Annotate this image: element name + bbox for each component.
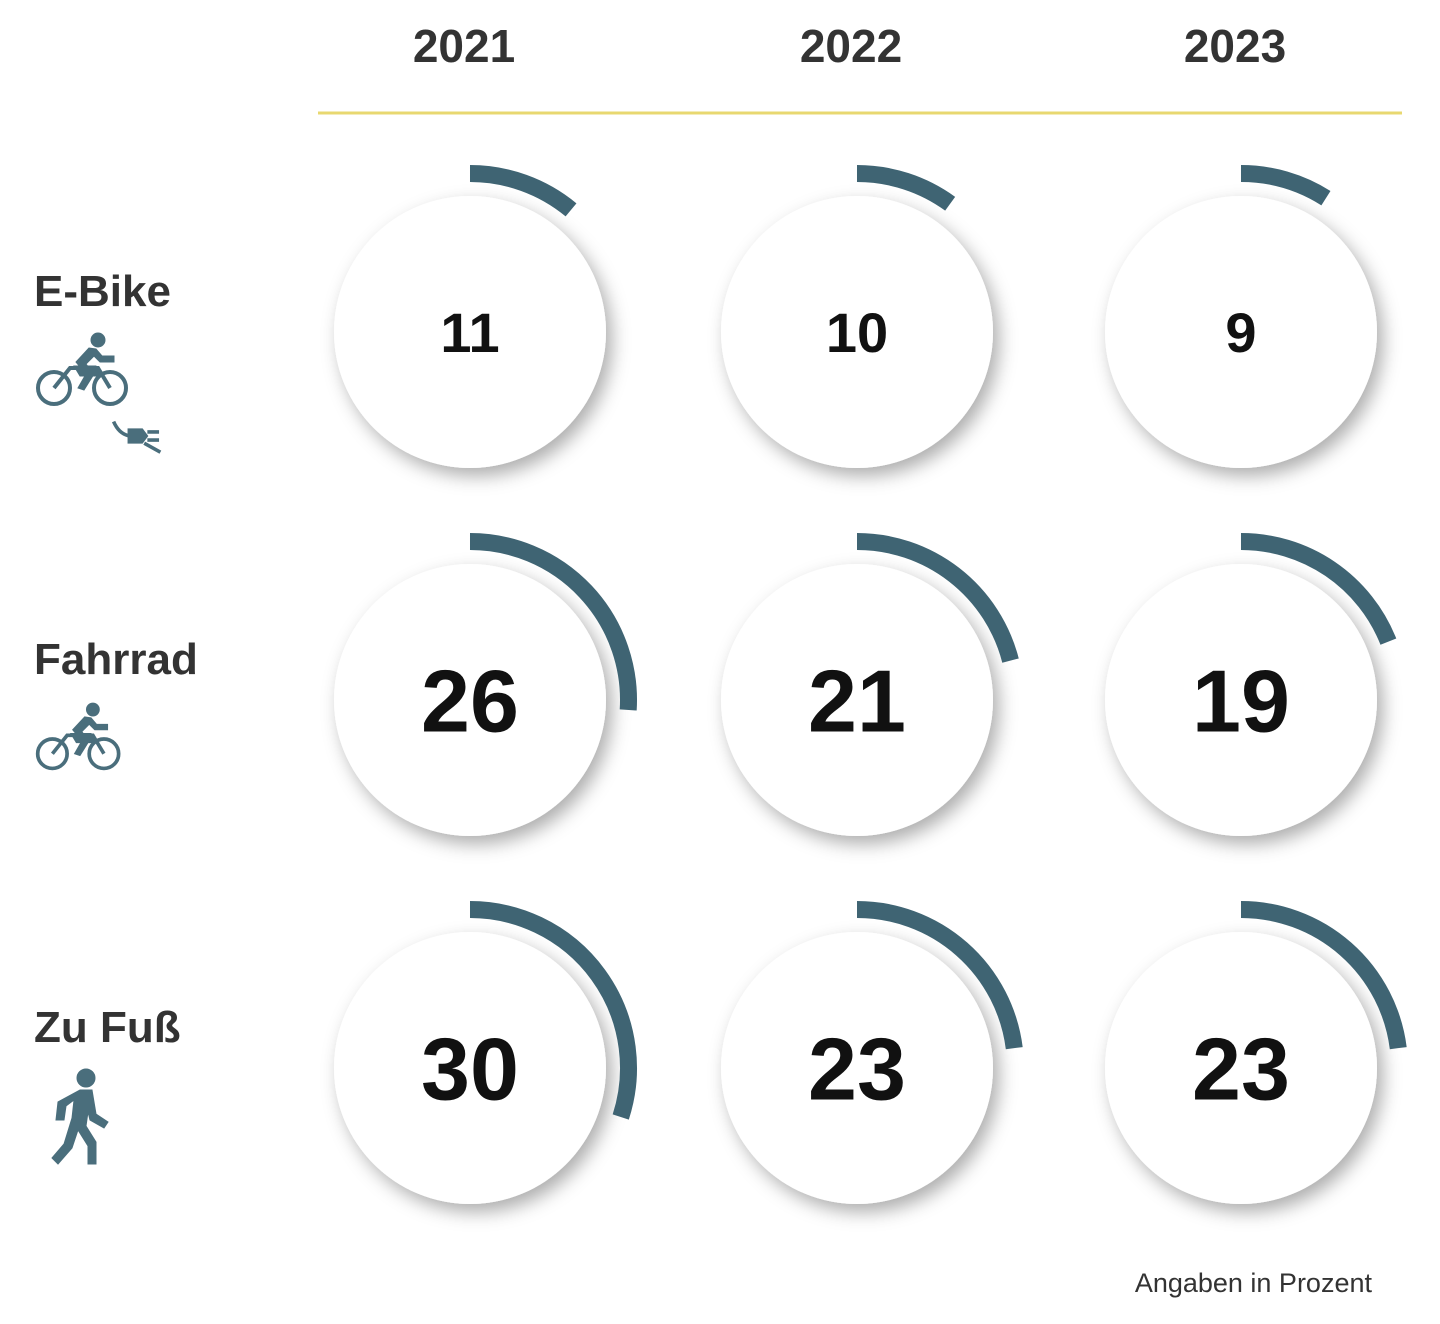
radial-grid: 11 10 9 26 21 19 30 23 23 xyxy=(334,165,1407,1204)
progress-arc xyxy=(856,901,1023,1050)
pedestrian-icon xyxy=(51,1068,109,1165)
progress-circle xyxy=(721,196,993,468)
progress-arc xyxy=(469,165,577,217)
year-label-2021: 2021 xyxy=(413,20,515,72)
value-label: 9 xyxy=(1225,301,1256,364)
category-label: E-Bike xyxy=(34,267,171,316)
progress-arc xyxy=(1240,165,1331,206)
progress-cell: 11 xyxy=(334,165,606,468)
unit-note: Angaben in Prozent xyxy=(1135,1268,1373,1298)
progress-arc xyxy=(469,901,637,1120)
row-labels: E-Bike Fahrrad Zu Fuß xyxy=(34,267,198,1165)
progress-cell: 19 xyxy=(1105,533,1397,836)
value-label: 21 xyxy=(808,652,906,751)
progress-cell: 23 xyxy=(721,901,1023,1204)
value-label: 11 xyxy=(440,301,499,364)
progress-circle xyxy=(1105,564,1377,836)
e-bike-icon xyxy=(36,332,163,454)
progress-arc xyxy=(856,533,1019,663)
value-label: 10 xyxy=(826,301,888,364)
progress-circle xyxy=(334,932,606,1204)
value-label: 23 xyxy=(808,1020,906,1119)
value-label: 30 xyxy=(421,1020,519,1119)
value-label: 23 xyxy=(1192,1020,1290,1119)
progress-circle xyxy=(721,564,993,836)
progress-arc xyxy=(856,165,956,211)
progress-cell: 23 xyxy=(1105,901,1407,1204)
value-label: 26 xyxy=(421,652,519,751)
bicycle-icon xyxy=(35,702,121,771)
progress-circle xyxy=(1105,196,1377,468)
progress-circle xyxy=(721,932,993,1204)
progress-arc xyxy=(1240,533,1397,645)
value-label: 19 xyxy=(1192,652,1290,751)
progress-arc xyxy=(1240,901,1407,1050)
category-label: Fahrrad xyxy=(34,635,198,684)
progress-cell: 26 xyxy=(334,533,637,836)
progress-cell: 9 xyxy=(1105,165,1377,468)
progress-circle xyxy=(334,196,606,468)
year-label-2022: 2022 xyxy=(800,20,902,72)
progress-arc xyxy=(469,533,637,711)
year-header: 2021 2022 2023 xyxy=(413,20,1286,72)
progress-cell: 30 xyxy=(334,901,637,1204)
progress-cell: 10 xyxy=(721,165,993,468)
progress-circle xyxy=(334,564,606,836)
progress-circle xyxy=(1105,932,1377,1204)
category-label: Zu Fuß xyxy=(34,1003,181,1052)
progress-cell: 21 xyxy=(721,533,1019,836)
year-label-2023: 2023 xyxy=(1184,20,1286,72)
